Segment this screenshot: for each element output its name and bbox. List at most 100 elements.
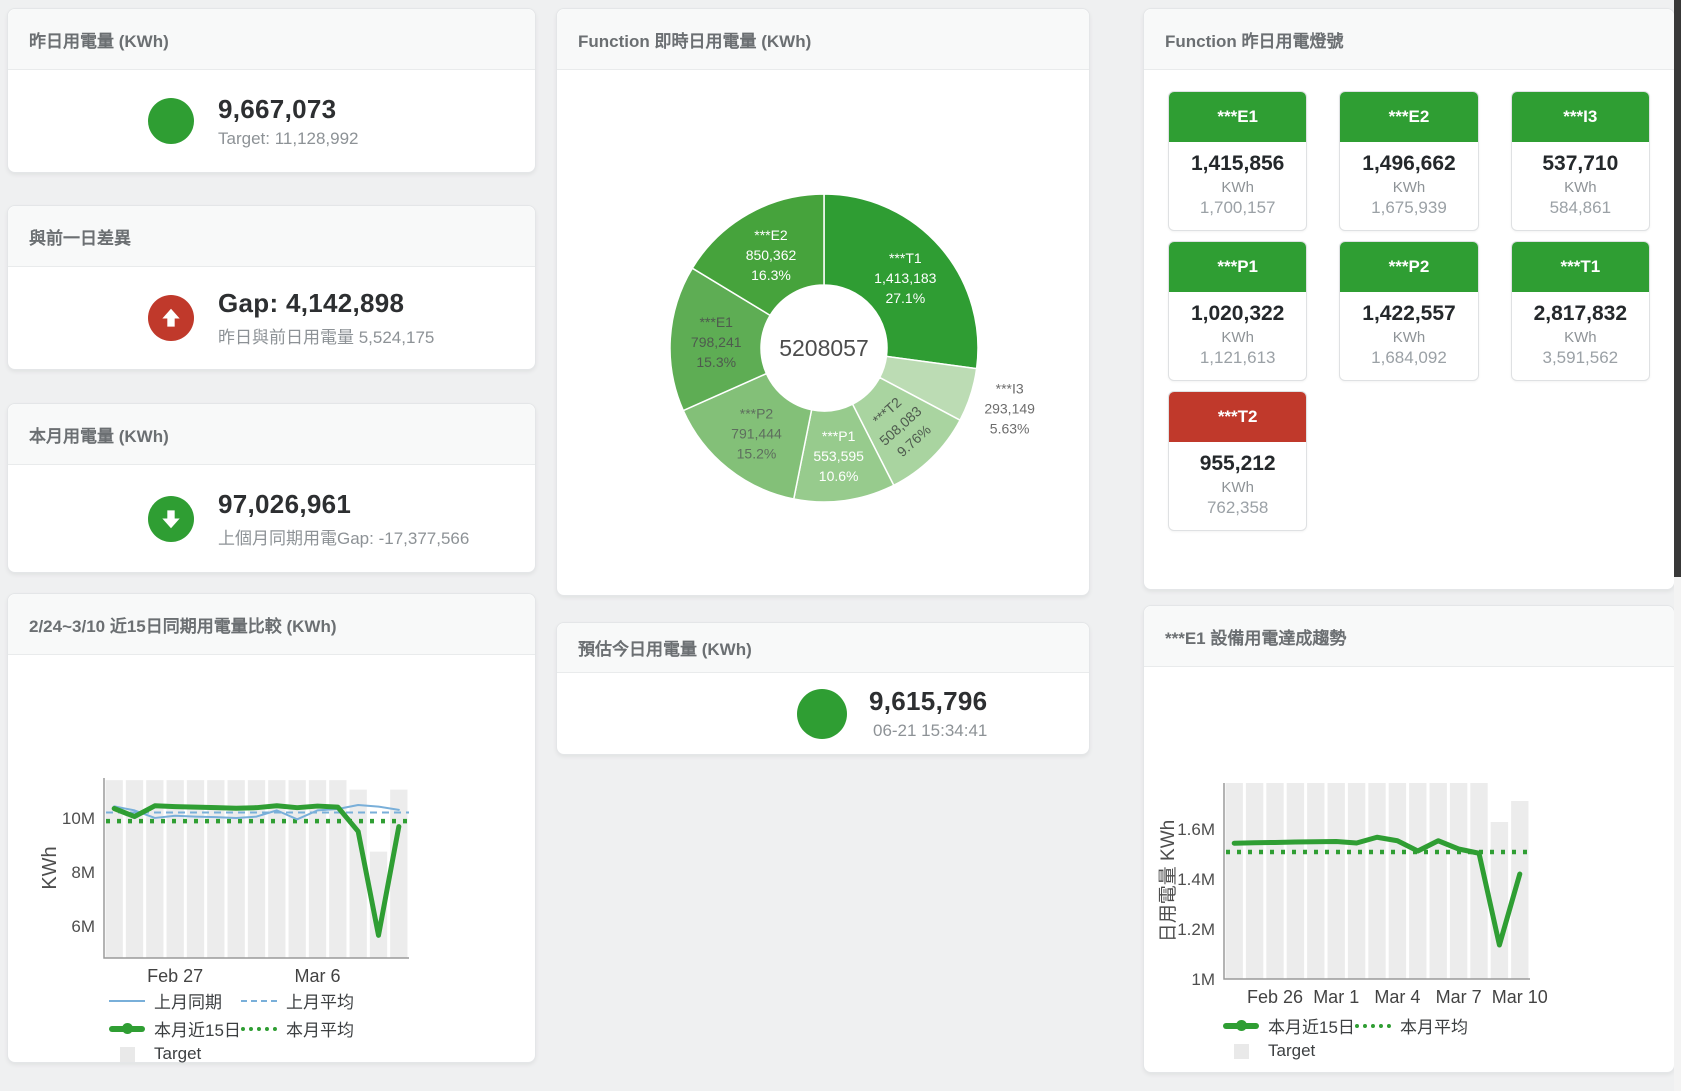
scrollbar-track[interactable] xyxy=(1674,0,1681,1091)
green-status-circle-icon xyxy=(148,98,194,144)
target-bar xyxy=(247,780,266,958)
series-line xyxy=(111,803,402,938)
x-tick-label: Mar 4 xyxy=(1374,987,1420,1007)
target-bar xyxy=(1368,783,1386,979)
donut-slice-label: ***I3 293,149 5.63% xyxy=(984,381,1035,437)
donut-slice-E2 xyxy=(691,193,825,317)
legend-item-本月平均[interactable]: 本月平均 xyxy=(1354,1013,1486,1038)
trend-chart-legend: 本月近15日 本月平均 Target xyxy=(1222,1013,1486,1061)
donut-slice-label: ***E2 850,362 16.3% xyxy=(746,227,797,283)
panel-15day-compare-chart: 2/24~3/10 近15日同期用電量比較 (KWh) 6M 8M 10M Feb 2… xyxy=(7,593,536,1063)
light-card-target: 1,121,613 xyxy=(1199,348,1276,367)
legend-swatch-icon xyxy=(108,1046,146,1062)
compare-chart-title: 2/24~3/10 近15日同期用電量比較 (KWh) xyxy=(8,594,535,655)
panel-yesterday-lights: Function 昨日用電燈號 ***E1 1,415,856 KWh 1,700,1… xyxy=(1143,8,1675,590)
donut-slice-P2 xyxy=(682,372,813,500)
legend-item-本月平均[interactable]: 本月平均 xyxy=(240,1016,372,1041)
legend-item-Target[interactable]: Target xyxy=(1222,1041,1354,1061)
light-card-body: 537,710 KWh 584,861 xyxy=(1512,142,1649,230)
legend-label: 本月近15日 xyxy=(1268,1018,1355,1037)
target-bar xyxy=(1449,783,1468,979)
estimate-value: 9,615,796 xyxy=(869,686,988,716)
legend-swatch-icon xyxy=(108,1023,146,1034)
day-gap-kpi: Gap: 4,142,898 昨日與前日用電量 5,524,175 xyxy=(8,267,535,369)
legend-item-上月同期[interactable]: 上月同期 xyxy=(108,988,240,1013)
target-bar xyxy=(1286,783,1305,979)
light-card-unit: KWh xyxy=(1221,329,1254,346)
target-bar xyxy=(227,780,245,958)
yesterday-target-label: Target: 11,128,992 xyxy=(218,128,359,148)
target-bar xyxy=(166,780,184,958)
target-bar xyxy=(1429,783,1447,979)
panel-month-title: 本月用電量 (KWh) xyxy=(8,404,535,465)
light-card-I3: ***I3 537,710 KWh 584,861 xyxy=(1510,91,1650,231)
compare-line-chart: 6M 8M 10M Feb 27 Mar 6 KWh xyxy=(39,778,409,986)
light-card-body: 1,496,662 KWh 1,675,939 xyxy=(1340,142,1477,230)
panel-yesterday-usage: 昨日用電量 (KWh) 9,667,073 Target: 11,128,992 xyxy=(7,8,536,173)
axis-lines xyxy=(1223,783,1530,980)
trend-chart-title: ***E1 設備用電達成趨勢 xyxy=(1144,606,1674,667)
light-card-target: 762,358 xyxy=(1206,498,1269,517)
panel-day-gap: 與前一日差異 Gap: 4,142,898 昨日與前日用電量 5,524,175 xyxy=(7,205,536,370)
legend-swatch-icon xyxy=(240,1026,278,1031)
light-card-unit: KWh xyxy=(1392,329,1426,346)
donut-slice-label: ***E1 798,241 15.3% xyxy=(691,314,742,370)
legend-swatch-icon xyxy=(108,999,146,1002)
legend-item-上月平均[interactable]: 上月平均 xyxy=(240,988,372,1013)
light-card-label: ***T1 xyxy=(1511,242,1649,292)
y-axis-label: 日用電量 KWh xyxy=(1158,820,1179,942)
light-card-body: 955,212 KWh 762,358 xyxy=(1169,442,1306,530)
panel-day-gap-title: 與前一日差異 xyxy=(8,206,535,267)
light-card-target: 1,684,092 xyxy=(1371,348,1447,367)
target-bar xyxy=(288,780,306,958)
light-card-label: ***I3 xyxy=(1511,92,1649,142)
x-tick-label: Mar 10 xyxy=(1492,987,1548,1007)
target-bar xyxy=(1347,783,1366,979)
light-card-unit: KWh xyxy=(1221,179,1254,196)
donut-center-total: 5208057 xyxy=(779,335,869,361)
target-bar xyxy=(125,780,144,958)
light-card-target: 3,591,562 xyxy=(1542,348,1619,367)
light-card-T1: ***T1 2,817,832 KWh 3,591,562 xyxy=(1510,241,1650,381)
legend-item-本月近15日[interactable]: 本月近15日 xyxy=(108,1016,241,1041)
legend-label: Target xyxy=(154,1044,202,1063)
legend-label: Target xyxy=(1268,1041,1316,1060)
y-tick-label: 1.2M xyxy=(1177,920,1215,939)
y-tick-label: 1.6M xyxy=(1177,820,1215,839)
legend-label: 本月平均 xyxy=(286,1021,354,1040)
estimate-title: 預估今日用電量 (KWh) xyxy=(557,623,1089,673)
light-card-value: 1,020,322 xyxy=(1190,302,1285,325)
legend-item-本月近15日[interactable]: 本月近15日 xyxy=(1222,1013,1355,1038)
light-card-value: 537,710 xyxy=(1542,152,1619,175)
month-value: 97,026,961 xyxy=(218,488,352,519)
donut-slice-E1 xyxy=(669,267,772,412)
target-bar xyxy=(308,780,327,958)
scrollbar-thumb[interactable] xyxy=(1674,0,1681,577)
target-bar xyxy=(1490,822,1509,979)
donut-slice-T1 xyxy=(823,193,979,370)
light-card-label: ***T2 xyxy=(1169,392,1307,442)
day-gap-value: Gap: 4,142,898 xyxy=(218,288,405,318)
y-tick-label: 8M xyxy=(71,863,95,882)
target-bar xyxy=(1327,783,1345,979)
light-card-label: ***E1 xyxy=(1169,92,1307,142)
x-tick-label: Feb 26 xyxy=(1247,987,1303,1007)
light-card-value: 1,496,662 xyxy=(1362,152,1456,175)
legend-item-Target[interactable]: Target xyxy=(108,1044,240,1064)
light-card-value: 955,212 xyxy=(1199,452,1276,475)
legend-swatch-icon xyxy=(1354,1023,1392,1028)
yesterday-value: 9,667,073 xyxy=(218,93,337,124)
target-bar xyxy=(207,780,225,958)
legend-label: 上月平均 xyxy=(286,993,354,1012)
target-bar xyxy=(390,789,408,958)
x-tick-label: Mar 7 xyxy=(1436,987,1482,1007)
x-tick-label: Mar 1 xyxy=(1313,987,1359,1007)
light-card-body: 1,020,322 KWh 1,121,613 xyxy=(1169,292,1306,380)
lights-grid: ***E1 1,415,856 KWh 1,700,157 ***E2 1,496,662… xyxy=(1168,91,1650,531)
light-card-body: 1,415,856 KWh 1,700,157 xyxy=(1169,142,1306,230)
axis-lines xyxy=(103,778,409,959)
donut-slice-label: ***P2 791,444 15.2% xyxy=(731,405,782,461)
light-card-unit: KWh xyxy=(1392,179,1426,196)
legend-swatch-icon xyxy=(1222,1020,1260,1031)
target-bar xyxy=(146,780,164,958)
